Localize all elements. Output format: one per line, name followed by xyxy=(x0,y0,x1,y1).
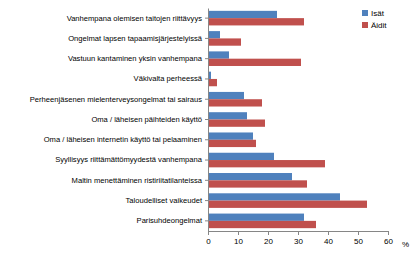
bar xyxy=(208,153,274,160)
bars xyxy=(208,11,367,228)
legend-label: Äidit xyxy=(371,21,387,30)
bar xyxy=(208,193,340,200)
tick: Väkivalta perheessä xyxy=(134,74,208,83)
tick-mark xyxy=(205,119,208,120)
category-label: Ongelmat lapsen tapaamisjärjestelyissä xyxy=(68,34,203,43)
bar xyxy=(208,31,220,38)
tick-mark xyxy=(205,200,208,201)
tick-mark xyxy=(208,231,209,235)
tick: 30 xyxy=(294,231,303,246)
tick: Oma / läheisen internetin käyttö tai pel… xyxy=(44,135,208,144)
chart: 0 10 20 30 40 50 60 Vanhempana olemisen taitoje… xyxy=(0,0,420,255)
tick-label: 20 xyxy=(264,237,273,246)
tick: Taloudelliset vaikeudet xyxy=(126,196,208,205)
series xyxy=(208,11,340,221)
tick-mark xyxy=(205,160,208,161)
tick: Ongelmat lapsen tapaamisjärjestelyissä xyxy=(68,34,208,43)
bar xyxy=(208,140,256,147)
tick-mark xyxy=(358,231,359,235)
tick-mark xyxy=(205,139,208,140)
bar xyxy=(208,221,316,228)
tick-mark xyxy=(268,231,269,235)
bar xyxy=(208,18,304,25)
x-axis: 0 10 20 30 40 50 60 xyxy=(206,231,393,246)
bar xyxy=(208,120,265,127)
tick-mark xyxy=(205,38,208,39)
legend: Isät Äidit xyxy=(362,9,387,30)
series xyxy=(208,18,367,228)
legend-swatch xyxy=(362,10,368,16)
bar xyxy=(208,79,217,86)
tick: Vastuun kantaminen yksin vanhempana xyxy=(68,54,208,63)
y-axis: Vanhempana olemisen taitojen riittävyys O… xyxy=(30,9,209,232)
legend-entry: Isät xyxy=(362,9,385,18)
category-label: Vanhempana olemisen taitojen riittävyys xyxy=(67,14,203,23)
tick-mark xyxy=(205,78,208,79)
bar xyxy=(208,99,262,106)
bar xyxy=(208,173,292,180)
tick: Perheenjäsenen mielenterveysongelmat tai… xyxy=(30,95,208,104)
tick: 20 xyxy=(264,231,273,246)
tick-mark xyxy=(205,180,208,181)
plot-area: 0 10 20 30 40 50 60 Vanhempana olemisen taitoje… xyxy=(30,9,394,246)
category-label: Oma / läheisen päihteiden käyttö xyxy=(91,115,202,124)
tick-mark xyxy=(238,231,239,235)
category-label: Oma / läheisen internetin käyttö tai pel… xyxy=(44,135,202,144)
tick-label: 0 xyxy=(206,237,211,246)
tick-label: 30 xyxy=(294,237,303,246)
bar xyxy=(208,201,367,208)
bar xyxy=(208,214,304,221)
tick: 60 xyxy=(384,231,393,246)
legend-label: Isät xyxy=(371,9,385,18)
tick-mark xyxy=(388,231,389,235)
bar xyxy=(208,51,229,58)
tick: Parisuhdeongelmat xyxy=(137,216,208,225)
tick: Maltin menettäminen ristiriitatilanteiss… xyxy=(72,176,208,185)
bar xyxy=(208,180,307,187)
tick-mark xyxy=(205,58,208,59)
tick: Syyllisyys riittämättömyydestä vanhempan… xyxy=(55,155,208,164)
tick-mark xyxy=(205,18,208,19)
tick: Oma / läheisen päihteiden käyttö xyxy=(91,115,208,124)
tick-label: 40 xyxy=(324,237,333,246)
tick-label: 50 xyxy=(354,237,363,246)
tick-label: 60 xyxy=(384,237,393,246)
bar xyxy=(208,38,241,45)
bar xyxy=(208,112,247,119)
legend-swatch xyxy=(362,22,368,28)
axis-title: % xyxy=(402,240,409,249)
tick: 0 xyxy=(206,231,211,246)
bar xyxy=(208,160,325,167)
tick-mark xyxy=(205,99,208,100)
bar xyxy=(208,132,253,139)
category-label: Perheenjäsenen mielenterveysongelmat tai… xyxy=(30,95,202,104)
category-label: Vastuun kantaminen yksin vanhempana xyxy=(68,54,203,63)
tick-mark xyxy=(328,231,329,235)
bar xyxy=(208,92,244,99)
tick: 10 xyxy=(234,231,243,246)
tick: 40 xyxy=(324,231,333,246)
bar xyxy=(208,11,277,18)
category-label: Väkivalta perheessä xyxy=(134,74,203,83)
tick-mark xyxy=(298,231,299,235)
category-label: Syyllisyys riittämättömyydestä vanhempan… xyxy=(55,155,203,164)
legend-entry: Äidit xyxy=(362,21,387,30)
tick-mark xyxy=(205,220,208,221)
bar xyxy=(208,59,301,66)
tick-label: 10 xyxy=(234,237,243,246)
tick: 50 xyxy=(354,231,363,246)
tick: Vanhempana olemisen taitojen riittävyys xyxy=(67,14,208,23)
axis-line xyxy=(208,9,209,232)
category-label: Parisuhdeongelmat xyxy=(137,216,203,225)
category-label: Taloudelliset vaikeudet xyxy=(126,196,203,205)
category-label: Maltin menettäminen ristiriitatilanteiss… xyxy=(72,176,203,185)
